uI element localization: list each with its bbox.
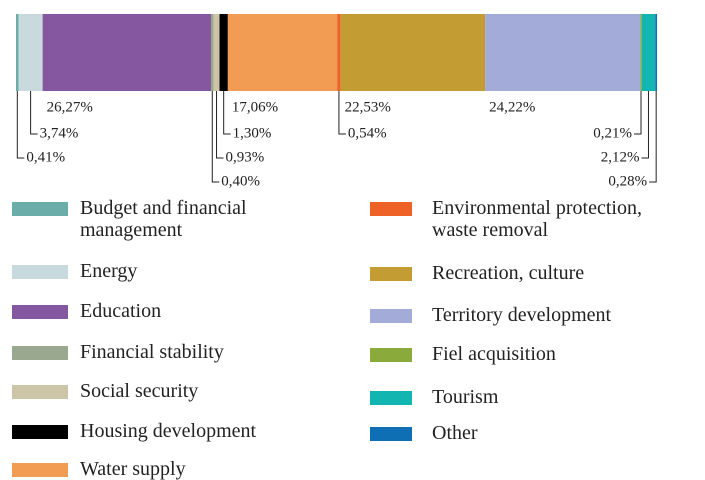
legend-item: Financial stability <box>12 341 224 363</box>
legend-label: Education <box>80 300 162 322</box>
legend-item: Energy <box>12 260 137 282</box>
bar-area: 0,41% 3,74% 26,27% 0,40% 0,93% 1,30% 17,06% 0,5… <box>16 14 658 189</box>
legend-swatch <box>370 391 412 405</box>
legend-swatch <box>12 305 68 319</box>
legend-item: Fiel acquisition <box>370 343 556 365</box>
legend-swatch <box>370 427 412 441</box>
bar-segment <box>18 14 43 91</box>
legend-swatch <box>370 309 412 323</box>
legend-item: Other <box>370 422 478 444</box>
legend-label: Housing development <box>80 420 257 442</box>
bar-segment <box>337 14 341 91</box>
legend-label: Environmental protection, waste removal <box>432 197 642 241</box>
legend-swatch <box>12 425 68 439</box>
leader-line <box>216 91 224 159</box>
bar-segment <box>485 14 641 91</box>
bar-segment <box>16 14 19 91</box>
legend-swatch <box>12 463 68 477</box>
legend-label: Budget and financial management <box>80 197 247 241</box>
legend-label: Social security <box>80 380 199 402</box>
leader-line <box>30 91 38 135</box>
bar-segment <box>641 14 656 91</box>
value-label: 0,93% <box>226 149 265 165</box>
legend-label: Other <box>432 422 478 444</box>
legend-swatch <box>12 265 68 279</box>
legend-label: Fiel acquisition <box>432 343 556 365</box>
bar-segment <box>340 14 486 91</box>
legend-item: Housing development <box>12 420 256 442</box>
leader-line <box>338 91 346 135</box>
legend-label: Financial stability <box>80 341 224 363</box>
bar-segment <box>210 14 214 91</box>
legend-item: Recreation, culture <box>370 262 584 284</box>
legend-label: Recreation, culture <box>432 262 585 284</box>
leader-line <box>223 91 231 135</box>
legend-item: Social security <box>12 380 198 402</box>
value-label: 0,41% <box>26 149 65 165</box>
legend-item: Budget and financial management <box>12 197 247 241</box>
leader-line <box>641 91 649 159</box>
bar-segment <box>655 14 658 91</box>
legend-item: Territory development <box>370 304 611 326</box>
legend-swatch <box>12 346 68 360</box>
value-label: 17,06% <box>232 99 278 115</box>
bar-segment <box>219 14 228 91</box>
legend-item: Tourism <box>370 386 498 408</box>
legend-item: Environmental protection, waste removal <box>370 197 642 241</box>
leader-line <box>211 91 220 183</box>
value-label: 22,53% <box>345 99 391 115</box>
bar-segment <box>42 14 211 91</box>
value-label: 0,54% <box>348 125 387 141</box>
value-label: 26,27% <box>47 99 93 115</box>
bar-segment <box>640 14 642 91</box>
legend-swatch <box>370 267 412 281</box>
legend-item: Water supply <box>12 458 186 480</box>
leader-line <box>634 91 642 135</box>
legend-swatch <box>370 348 412 362</box>
bar-segment <box>213 14 220 91</box>
value-label: 0,40% <box>221 173 260 189</box>
leader-line <box>16 91 25 159</box>
legend-swatch <box>370 202 412 216</box>
legend-label: Energy <box>80 260 138 282</box>
legend-label: Tourism <box>432 386 499 408</box>
value-label: 0,28% <box>608 173 647 189</box>
legend-swatch <box>12 385 68 399</box>
leader-line <box>649 91 657 183</box>
value-label: 0,21% <box>593 125 632 141</box>
value-label: 24,22% <box>489 99 535 115</box>
value-label: 2,12% <box>601 149 640 165</box>
value-label: 3,74% <box>40 125 79 141</box>
bar-segment <box>227 14 338 91</box>
value-label: 1,30% <box>233 125 272 141</box>
legend-label: Water supply <box>80 458 186 480</box>
legend-label: Territory development <box>432 304 612 326</box>
legend-swatch <box>12 202 68 216</box>
legend-item: Education <box>12 300 161 322</box>
